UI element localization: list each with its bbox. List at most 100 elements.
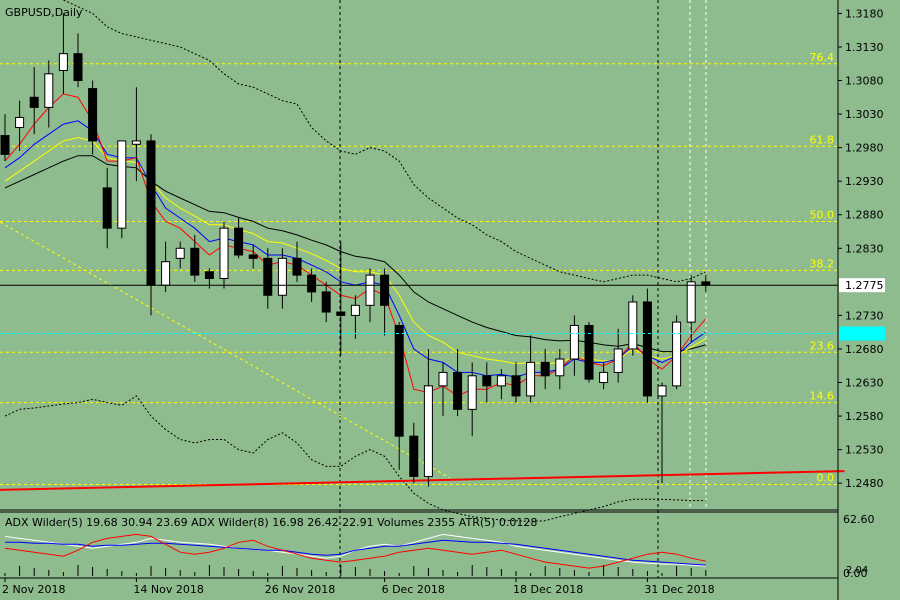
candle[interactable] [248,244,258,269]
candle[interactable] [88,80,98,155]
price-tags: 1.2775 [0,278,885,341]
candle[interactable] [394,322,404,470]
candle[interactable] [29,67,39,135]
fib-level-label: 14.6 [810,390,835,403]
band-lower-line [4,395,706,522]
candle[interactable] [131,87,141,182]
price-tick-label: 1.2730 [845,309,884,322]
price-tick-label: 1.2980 [845,142,884,155]
price-tick-label: 1.2530 [845,444,884,457]
trend-line[interactable] [0,470,845,491]
candle[interactable] [117,140,127,239]
candle[interactable] [613,328,623,383]
indicator-axis-mid: 2.04 [846,565,868,576]
candle[interactable] [175,241,185,269]
candle-body [102,187,112,229]
candle-body [409,435,419,477]
candle-body [672,321,682,387]
candle[interactable] [642,288,652,403]
candle[interactable] [365,268,375,323]
candle[interactable] [496,369,506,400]
indicator-lines [4,533,706,569]
candle[interactable] [409,422,419,484]
candle-body [423,385,433,477]
candle[interactable] [190,234,200,282]
candle-body [234,227,244,256]
candle[interactable] [15,100,25,151]
candle-body [277,257,287,296]
candle[interactable] [555,348,565,390]
band-upper-line [62,0,707,283]
candle[interactable] [336,241,346,356]
candle-body [146,140,156,286]
candle[interactable] [482,362,492,403]
indicator-panel[interactable] [0,512,838,578]
candle-body [657,385,667,397]
candle[interactable] [438,362,448,417]
symbol-label: GBPUSD,Daily [5,6,83,19]
candle-body [540,361,550,377]
candle-body [307,274,317,293]
time-axis[interactable]: 2 Nov 2018 14 Nov 2018 26 Nov 2018 6 Dec 20… [2,578,715,596]
candle[interactable] [599,362,609,390]
fibonacci-diagonal [0,221,451,479]
trend-line-segment[interactable] [0,470,845,491]
candle-body [73,53,83,82]
envelope-bands [4,0,707,522]
candle-body [482,375,492,387]
candle[interactable] [467,362,477,437]
candle[interactable] [277,248,287,309]
price-panel[interactable] [0,0,838,510]
candle-body [88,88,98,142]
price-tick-label: 1.2680 [845,343,884,356]
price-axis[interactable]: 1.3180 1.3130 1.3080 1.3030 1.2980 1.2930 1.28… [838,7,884,490]
candle[interactable] [219,221,229,289]
candle[interactable] [511,362,521,403]
candle[interactable] [526,335,536,403]
indicator-label: ADX Wilder(5) 19.68 30.94 23.69 ADX Wild… [5,516,537,529]
price-tick-label: 1.3130 [845,41,884,54]
current-price-tag [839,278,885,293]
candle[interactable] [657,382,667,484]
candle[interactable] [423,348,433,487]
candle[interactable] [263,248,273,309]
fib-level-label: 38.2 [810,257,835,270]
candle-body [599,371,609,383]
candle[interactable] [350,295,360,339]
candle[interactable] [569,315,579,376]
candle[interactable] [584,322,594,383]
date-tick-label: 18 Dec 2018 [513,583,583,596]
candle-body [131,140,141,145]
candle-body [380,274,390,306]
candlesticks[interactable] [0,13,711,487]
candle-body [453,371,463,410]
candle[interactable] [234,218,244,259]
candle[interactable] [58,13,68,94]
candle-body [628,301,638,350]
candle[interactable] [44,60,54,128]
fibonacci-levels[interactable]: 76.4 61.8 50.0 38.2 23.6 14.6 0.0 [0,51,838,485]
price-tick-label: 1.2930 [845,175,884,188]
candle[interactable] [73,33,83,88]
candle[interactable] [453,348,463,417]
candle[interactable] [0,114,10,162]
candle[interactable] [380,268,390,336]
candle[interactable] [672,315,682,390]
candle-body [15,116,25,129]
candle[interactable] [292,241,302,282]
candle[interactable] [628,295,638,356]
price-tick-label: 1.2580 [845,410,884,423]
adx-red-line [4,533,706,569]
candle[interactable] [686,275,696,343]
indicator-volume-bars [4,565,707,576]
candle-body [642,301,652,397]
date-tick-label: 6 Dec 2018 [382,583,445,596]
candle[interactable] [540,348,550,390]
candle-body [0,135,10,155]
candle[interactable] [321,281,331,323]
candle-body [438,371,448,387]
candle[interactable] [102,167,112,249]
candle-body [701,281,711,286]
candle-body [496,375,506,387]
